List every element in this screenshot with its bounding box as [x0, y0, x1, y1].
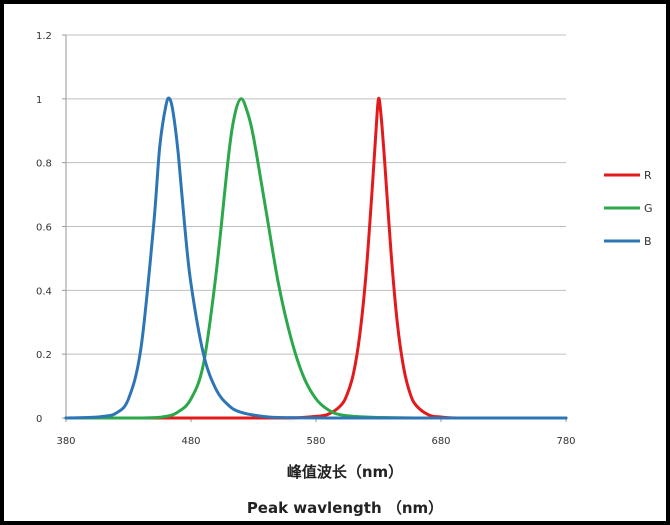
- series-line-G: [64, 97, 568, 420]
- y-tick-label-1: 0.2: [36, 350, 52, 361]
- series-line-R: [64, 96, 568, 420]
- x-tick-label-2: 580: [306, 436, 325, 447]
- x-tick-labels: 380 480 580 680 780: [56, 436, 575, 447]
- y-tick-label-5: 1: [36, 95, 42, 106]
- x-axis-label-english: Peak wavlength （nm）: [247, 499, 443, 517]
- legend-label-R: R: [644, 169, 652, 182]
- x-tick-label-0: 380: [56, 436, 75, 447]
- legend-label-B: B: [644, 235, 652, 248]
- y-tick-label-6: 1.2: [36, 31, 52, 42]
- y-tick-labels: 0 0.2 0.4 0.6 0.8 1 1.2: [36, 31, 52, 425]
- x-tick-label-1: 480: [181, 436, 200, 447]
- x-axis-label-chinese: 峰值波长（nm）: [287, 463, 403, 481]
- x-tick-label-4: 780: [556, 436, 575, 447]
- x-tick-label-3: 680: [431, 436, 450, 447]
- legend: R G B: [604, 169, 653, 248]
- y-tick-label-2: 0.4: [36, 286, 52, 297]
- y-tick-label-4: 0.8: [36, 159, 52, 170]
- legend-label-G: G: [644, 202, 653, 215]
- series-line-B: [64, 96, 568, 420]
- y-tick-label-3: 0.6: [36, 223, 52, 234]
- y-tick-label-0: 0: [36, 414, 42, 425]
- series-lines: [64, 96, 568, 420]
